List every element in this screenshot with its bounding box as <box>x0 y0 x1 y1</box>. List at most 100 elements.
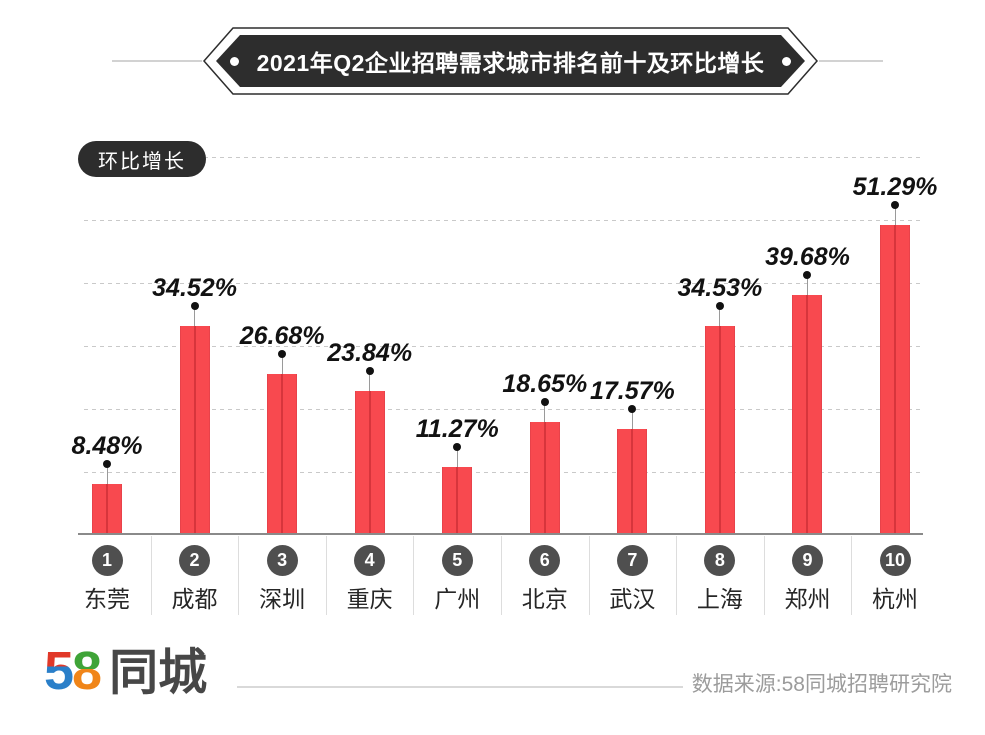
bar-marker-stem <box>369 371 371 391</box>
legend-pill: 环比增长 <box>78 141 206 177</box>
city-label: 杭州 <box>872 586 919 612</box>
bar-centerline <box>806 295 809 534</box>
city-label: 深圳 <box>259 586 306 612</box>
bar <box>529 422 560 534</box>
gridline <box>84 157 922 158</box>
column-separator <box>588 536 590 615</box>
bar <box>617 429 648 534</box>
bar-marker-dot-icon <box>365 367 374 375</box>
column-separator <box>413 536 415 615</box>
rank-badge: 6 <box>529 545 561 576</box>
bar-value-label: 18.65% <box>502 370 588 398</box>
bar-marker-stem <box>631 409 633 429</box>
column-separator <box>501 536 503 615</box>
bar-marker-stem <box>106 464 108 484</box>
banner-dot-left-icon <box>230 56 239 66</box>
bar <box>92 484 122 534</box>
bar-marker-stem <box>894 205 896 225</box>
bar-value-label: 8.48% <box>71 432 143 460</box>
bar-centerline <box>368 391 371 534</box>
bar-centerline <box>718 326 721 534</box>
page-title: 2021年Q2企业招聘需求城市排名前十及环比增长 <box>256 50 765 76</box>
bar <box>354 391 385 534</box>
legend-label: 环比增长 <box>98 150 186 173</box>
bar-centerline <box>543 422 546 534</box>
bar-marker-stem <box>194 306 196 326</box>
banner-fill-hexagon <box>216 35 805 87</box>
bar-marker-stem <box>544 402 546 422</box>
bar-value-label: 23.84% <box>327 339 413 367</box>
bar-marker-dot-icon <box>540 398 549 406</box>
bar-marker-dot-icon <box>628 405 637 413</box>
bar-value-label: 17.57% <box>589 377 675 405</box>
column-separator <box>238 536 240 615</box>
x-axis-line <box>78 533 923 535</box>
bar-value-label: 39.68% <box>765 243 850 271</box>
city-label: 上海 <box>696 586 743 612</box>
bar <box>792 295 823 534</box>
city-label: 北京 <box>521 586 568 612</box>
gridline <box>84 346 922 347</box>
bar-marker-dot-icon <box>803 271 812 279</box>
bar-centerline <box>281 374 284 534</box>
bar-centerline <box>631 429 634 534</box>
bar <box>267 374 298 534</box>
column-separator <box>763 536 765 615</box>
bar-value-label: 34.52% <box>152 274 237 302</box>
title-banner: 2021年Q2企业招聘需求城市排名前十及环比增长 <box>216 35 805 87</box>
column-separator <box>325 536 327 615</box>
bar-marker-dot-icon <box>453 443 462 451</box>
column-separator <box>676 536 678 615</box>
data-source-text: 数据来源:58同城招聘研究院 <box>691 673 952 696</box>
logo-58tongcheng: 5 8 同城 <box>44 644 207 698</box>
column-separator <box>851 536 853 615</box>
bar-value-label: 11.27% <box>415 415 499 443</box>
rank-badge: 1 <box>91 545 123 576</box>
bar <box>704 326 735 534</box>
rank-badge: 4 <box>354 545 386 576</box>
city-label: 郑州 <box>784 586 831 612</box>
city-label: 广州 <box>434 586 481 612</box>
bar-centerline <box>193 326 196 534</box>
city-label: 成都 <box>171 586 218 612</box>
column-separator <box>150 536 152 615</box>
gridline <box>84 409 922 410</box>
bar-centerline <box>106 484 108 534</box>
bar <box>179 326 210 534</box>
bar-value-label: 26.68% <box>239 322 325 350</box>
bar-marker-stem <box>719 306 721 326</box>
bar-marker-dot-icon <box>103 460 111 468</box>
bar-marker-stem <box>281 354 283 374</box>
rank-badge: 8 <box>704 545 736 576</box>
logo-digit-8: 8 <box>72 641 103 701</box>
bar-value-label: 51.29% <box>852 173 938 201</box>
footer-divider-line <box>237 686 683 688</box>
bar-centerline <box>894 225 897 534</box>
bar-marker-stem <box>806 275 808 295</box>
bar-marker-stem <box>456 447 458 467</box>
bar-marker-dot-icon <box>278 350 287 358</box>
city-label: 重庆 <box>346 586 393 612</box>
bar <box>880 225 911 534</box>
city-label: 武汉 <box>609 586 656 612</box>
city-label: 东莞 <box>84 586 130 612</box>
gridline <box>84 283 922 284</box>
rank-badge: 2 <box>179 545 211 576</box>
rank-badge: 5 <box>441 545 473 576</box>
gridline <box>84 472 922 473</box>
bar-centerline <box>456 467 459 534</box>
rank-badge: 9 <box>791 545 823 576</box>
bar-marker-dot-icon <box>891 201 900 209</box>
gridline <box>84 220 922 221</box>
logo-text-tongcheng: 同城 <box>109 646 208 700</box>
banner-dot-right-icon <box>781 56 791 66</box>
bar <box>442 467 473 534</box>
bar-marker-dot-icon <box>190 302 199 310</box>
bar-value-label: 34.53% <box>677 274 763 302</box>
bar-marker-dot-icon <box>715 302 724 310</box>
logo-digit-5: 5 <box>44 641 75 701</box>
rank-badge: 3 <box>266 545 298 576</box>
rank-badge: 10 <box>879 545 911 576</box>
rank-badge: 7 <box>616 545 648 576</box>
